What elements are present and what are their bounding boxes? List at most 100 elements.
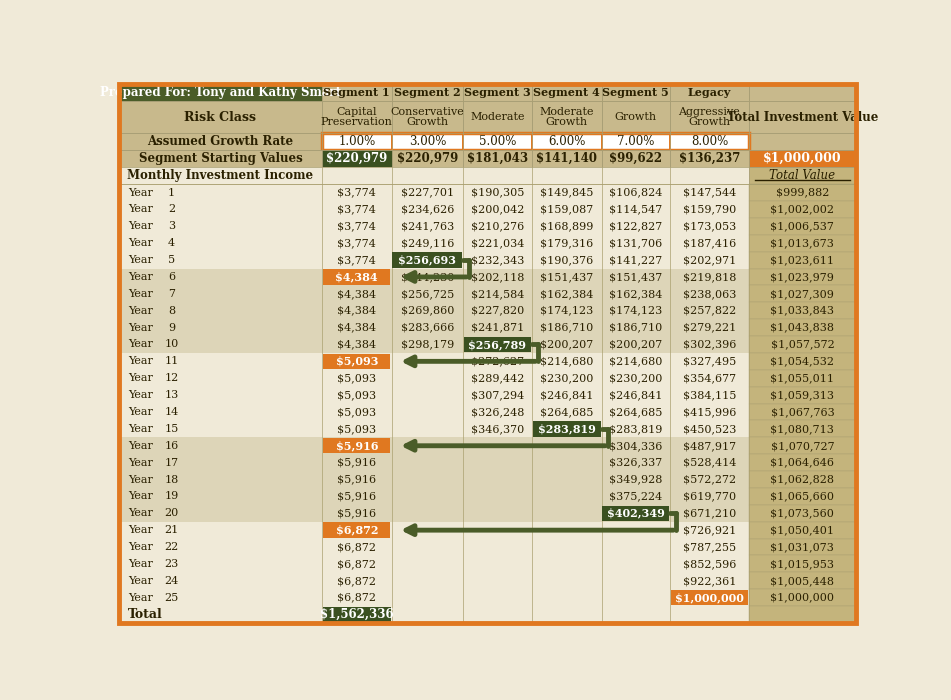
Bar (119, 133, 322, 150)
Text: $1,057,572: $1,057,572 (770, 340, 834, 349)
Text: $450,523: $450,523 (683, 424, 736, 434)
Text: Total: Total (128, 608, 163, 621)
Bar (749, 133, 856, 150)
Text: $4,384: $4,384 (338, 289, 377, 299)
Text: Year: Year (128, 424, 153, 434)
Bar (119, 454, 856, 471)
Text: 7: 7 (168, 289, 175, 299)
Text: $283,819: $283,819 (538, 424, 595, 435)
Bar (749, 286, 856, 302)
Bar (749, 538, 856, 556)
Text: $106,824: $106,824 (609, 188, 663, 197)
Text: $210,276: $210,276 (471, 221, 524, 231)
Bar (119, 522, 856, 538)
Bar (463, 133, 532, 150)
Bar (119, 101, 322, 133)
Text: $1,000,000: $1,000,000 (770, 593, 834, 603)
Bar (670, 167, 749, 184)
Text: $151,437: $151,437 (540, 272, 593, 282)
Text: $572,272: $572,272 (683, 475, 736, 484)
Text: $5,916: $5,916 (336, 440, 378, 452)
Bar (749, 505, 856, 522)
Text: $1,023,979: $1,023,979 (770, 272, 834, 282)
Bar (322, 101, 392, 133)
Text: $221,034: $221,034 (471, 238, 524, 248)
Text: $131,706: $131,706 (610, 238, 663, 248)
Text: $999,882: $999,882 (776, 188, 829, 197)
Text: 10: 10 (165, 340, 179, 349)
Text: $327,495: $327,495 (683, 356, 736, 366)
Text: $1,000,000: $1,000,000 (763, 152, 842, 165)
Bar (670, 101, 749, 133)
Text: $272,627: $272,627 (471, 356, 524, 366)
Text: $141,227: $141,227 (610, 255, 663, 265)
Text: 21: 21 (165, 525, 179, 536)
Text: 4: 4 (168, 238, 175, 248)
Bar (323, 354, 390, 369)
Text: Year: Year (128, 576, 153, 586)
Text: $264,685: $264,685 (609, 407, 663, 417)
Text: $384,115: $384,115 (683, 390, 736, 400)
Bar (749, 167, 856, 184)
Text: $246,841: $246,841 (609, 390, 663, 400)
Text: Year: Year (128, 255, 153, 265)
Text: 23: 23 (165, 559, 179, 569)
Text: $220,979: $220,979 (326, 152, 387, 165)
Bar (119, 438, 856, 454)
Text: $1,073,560: $1,073,560 (770, 508, 834, 518)
Text: $187,416: $187,416 (683, 238, 736, 248)
Bar (533, 421, 601, 437)
Bar (602, 167, 670, 184)
Bar (749, 488, 856, 505)
Bar (119, 505, 856, 522)
Text: $726,921: $726,921 (683, 525, 736, 536)
Text: 19: 19 (165, 491, 179, 501)
Bar (119, 386, 856, 403)
Bar (119, 471, 856, 488)
Bar (532, 167, 602, 184)
Text: $227,820: $227,820 (471, 306, 524, 316)
Bar (532, 133, 602, 150)
Text: Year: Year (128, 340, 153, 349)
Text: Risk Class: Risk Class (184, 111, 257, 124)
Text: $99,622: $99,622 (610, 152, 662, 165)
Text: Year: Year (128, 289, 153, 299)
Text: Segment 1: Segment 1 (323, 87, 390, 98)
Bar (749, 84, 856, 101)
Text: 25: 25 (165, 593, 179, 603)
Bar (392, 101, 463, 133)
Text: $1,013,673: $1,013,673 (770, 238, 834, 248)
Bar (749, 386, 856, 403)
Text: $528,414: $528,414 (683, 458, 736, 468)
Text: Growth: Growth (406, 117, 448, 127)
Text: $3,774: $3,774 (338, 221, 377, 231)
Bar (463, 84, 532, 101)
Text: $1,033,843: $1,033,843 (770, 306, 834, 316)
Bar (392, 84, 463, 101)
Bar (532, 84, 602, 101)
Text: $264,685: $264,685 (540, 407, 593, 417)
Text: Total Value: Total Value (769, 169, 836, 182)
Text: Year: Year (128, 508, 153, 518)
Text: $234,626: $234,626 (400, 204, 454, 214)
Bar (463, 101, 532, 133)
Bar (322, 607, 391, 622)
Text: $1,064,646: $1,064,646 (770, 458, 834, 468)
Text: $6,872: $6,872 (336, 525, 378, 536)
Bar (322, 167, 392, 184)
Bar (602, 101, 670, 133)
Bar (670, 590, 748, 606)
Bar (749, 251, 856, 269)
Bar (602, 84, 670, 101)
Text: 24: 24 (165, 576, 179, 586)
Text: $186,710: $186,710 (610, 323, 663, 332)
Text: 2: 2 (168, 204, 175, 214)
Text: $257,822: $257,822 (683, 306, 736, 316)
Text: Year: Year (128, 238, 153, 248)
Text: $1,000,000: $1,000,000 (675, 592, 744, 603)
Text: $1,031,073: $1,031,073 (770, 542, 834, 552)
Text: 3.00%: 3.00% (409, 135, 446, 148)
Text: $214,680: $214,680 (540, 356, 593, 366)
Bar (532, 101, 602, 133)
Text: Year: Year (128, 221, 153, 231)
